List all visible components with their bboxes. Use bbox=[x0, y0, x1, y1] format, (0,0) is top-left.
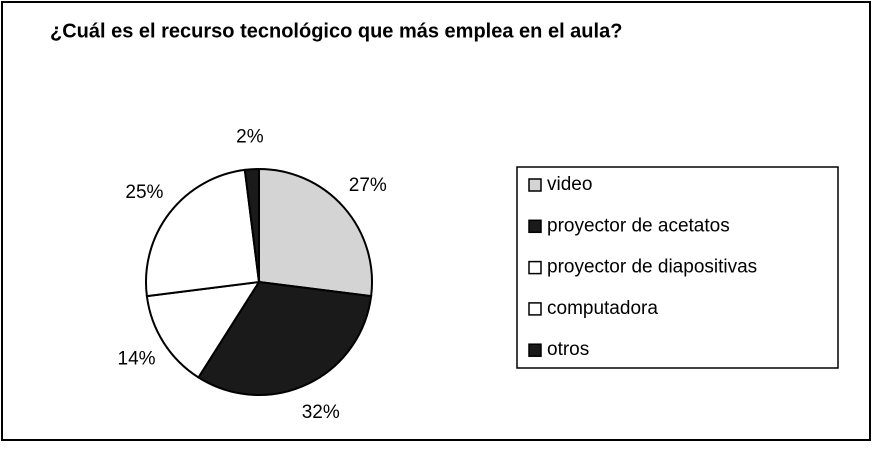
pie-slice bbox=[258, 167, 373, 298]
legend-box bbox=[516, 166, 839, 369]
legend-label: otros bbox=[547, 339, 589, 360]
legend-label: proyector de acetatos bbox=[547, 215, 730, 236]
legend-swatch bbox=[528, 219, 542, 234]
legend-label: computadora bbox=[547, 298, 658, 319]
legend-swatch bbox=[528, 260, 542, 275]
data-label: 32% bbox=[302, 402, 340, 423]
legend-swatch bbox=[528, 178, 542, 192]
data-label: 25% bbox=[125, 182, 163, 203]
data-label: 27% bbox=[349, 175, 387, 196]
legend-label: video bbox=[547, 174, 592, 195]
pie-slice bbox=[145, 280, 261, 379]
legend-swatch bbox=[528, 302, 542, 316]
pie-slice bbox=[243, 167, 260, 283]
data-label: 14% bbox=[118, 349, 156, 370]
chart-title: ¿Cuál es el recurso tecnológico que más … bbox=[50, 20, 622, 42]
legend-label: proyector de diapositivas bbox=[547, 257, 757, 278]
data-label: 2% bbox=[236, 126, 264, 147]
pie-slice bbox=[145, 168, 261, 298]
legend-swatch bbox=[528, 343, 542, 357]
